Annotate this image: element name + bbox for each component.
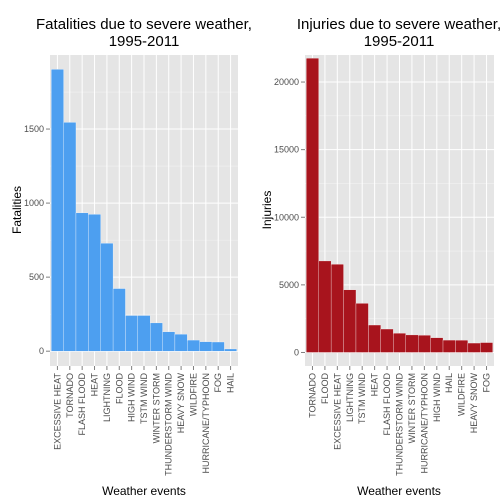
fatalities-category-label: HEAT — [90, 373, 100, 397]
injuries-bar — [319, 261, 331, 353]
injuries-y-ticks: 0 5000 10000 15000 20000 — [274, 77, 305, 357]
fatalities-title-line-1: Fatalities due to severe weather, — [36, 16, 252, 33]
fatalities-category-label: FLOOD — [114, 373, 124, 405]
injuries-category-label: HURRICANE/TYPHOON — [419, 373, 429, 474]
injuries-bar — [344, 290, 356, 353]
injuries-y-tick-label: 20000 — [274, 77, 299, 87]
injuries-category-label: HAIL — [444, 373, 454, 393]
fatalities-category-label: WINTER STORM — [151, 373, 161, 443]
fatalities-bar — [101, 243, 113, 351]
injuries-category-label: WILDFIRE — [457, 373, 467, 416]
fatalities-bar — [212, 342, 224, 351]
fatalities-category-label: TORNADO — [65, 373, 75, 418]
injuries-category-label: EXCESSIVE HEAT — [332, 373, 342, 450]
injuries-title-line-2: 1995-2011 — [364, 33, 435, 50]
fatalities-x-ticks: EXCESSIVE HEAT TORNADO FLASH FLOOD HEAT LIGH… — [52, 366, 235, 476]
fatalities-bar — [138, 315, 150, 351]
fatalities-bar — [175, 334, 187, 351]
fatalities-y-tick-label: 500 — [29, 272, 44, 282]
fatalities-bar — [113, 289, 125, 352]
injuries-bar — [306, 58, 318, 352]
fatalities-y-tick-label: 1500 — [24, 124, 44, 134]
fatalities-y-axis-label: Fatalities — [10, 186, 24, 234]
injuries-bar — [418, 335, 430, 352]
fatalities-category-label: HAIL — [226, 373, 236, 393]
fatalities-bar — [125, 315, 137, 351]
fatalities-bar — [200, 342, 212, 351]
fatalities-bar — [224, 349, 236, 351]
fatalities-bar — [64, 122, 76, 351]
injuries-category-label: FLASH FLOOD — [382, 373, 392, 436]
fatalities-category-label: FOG — [213, 373, 223, 393]
fatalities-bar — [76, 213, 88, 351]
fatalities-bar — [163, 332, 175, 351]
fatalities-category-label: WILDFIRE — [188, 373, 198, 416]
injuries-category-label: TORNADO — [307, 373, 317, 418]
injuries-bar — [455, 340, 467, 352]
fatalities-x-axis-label: Weather events — [102, 484, 186, 498]
injuries-bar — [331, 264, 343, 352]
fatalities-y-tick-label: 1000 — [24, 198, 44, 208]
injuries-bar — [468, 343, 480, 352]
fatalities-category-label: THUNDERSTORM WIND — [164, 373, 174, 476]
injuries-bar — [381, 329, 393, 352]
injuries-category-label: HEAVY SNOW — [469, 373, 479, 434]
injuries-y-tick-label: 10000 — [274, 212, 299, 222]
injuries-bar — [356, 303, 368, 352]
fatalities-category-label: TSTM WIND — [139, 373, 149, 424]
injuries-bar — [393, 333, 405, 352]
fatalities-chart: 0 500 1000 1500 EXCESSIVE HEAT TORNADO FLASH … — [10, 16, 252, 498]
fatalities-category-label: LIGHTNING — [102, 373, 112, 422]
injuries-bar — [443, 340, 455, 352]
fatalities-category-label: HURRICANE/TYPHOON — [201, 373, 211, 474]
fatalities-bar — [150, 323, 162, 351]
injuries-category-label: HEAT — [370, 373, 380, 397]
injuries-category-label: THUNDERSTORM WIND — [395, 373, 405, 476]
injuries-x-axis-label: Weather events — [357, 484, 441, 498]
fatalities-category-label: HEAVY SNOW — [176, 373, 186, 434]
injuries-category-label: LIGHTNING — [345, 373, 355, 422]
injuries-bar — [406, 335, 418, 353]
fatalities-title-line-2: 1995-2011 — [109, 33, 180, 50]
injuries-category-label: HIGH WIND — [432, 373, 442, 422]
injuries-category-label: WINTER STORM — [407, 373, 417, 443]
fatalities-category-label: EXCESSIVE HEAT — [52, 373, 62, 450]
injuries-chart: 0 5000 10000 15000 20000 TORNADO FLOOD EXCESSI… — [260, 16, 501, 498]
fatalities-y-ticks: 0 500 1000 1500 — [24, 124, 50, 356]
injuries-bar — [431, 338, 443, 353]
injuries-category-label: TSTM WIND — [357, 373, 367, 424]
injuries-y-axis-label: Injuries — [260, 191, 274, 230]
fatalities-bar — [51, 69, 63, 351]
injuries-y-tick-label: 0 — [294, 347, 299, 357]
injuries-title-line-1: Injuries due to severe weather, — [297, 16, 501, 33]
fatalities-bar — [187, 340, 199, 351]
injuries-y-tick-label: 5000 — [279, 280, 299, 290]
injuries-bar — [480, 343, 492, 353]
fatalities-category-label: FLASH FLOOD — [77, 373, 87, 436]
fatalities-y-tick-label: 0 — [39, 346, 44, 356]
injuries-bar — [368, 325, 380, 352]
injuries-category-label: FOG — [482, 373, 492, 393]
fatalities-category-label: HIGH WIND — [127, 373, 137, 422]
injuries-x-ticks: TORNADO FLOOD EXCESSIVE HEAT LIGHTNING TSTM … — [307, 366, 491, 476]
injuries-y-tick-label: 15000 — [274, 145, 299, 155]
fatalities-bar — [88, 214, 100, 351]
injuries-category-label: FLOOD — [320, 373, 330, 405]
